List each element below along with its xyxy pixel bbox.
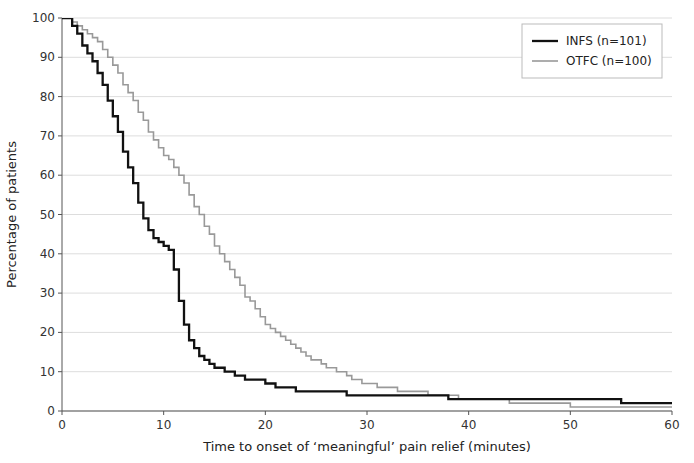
- grid-line: [62, 214, 672, 215]
- x-tick: [367, 411, 368, 415]
- legend-box: [522, 24, 662, 78]
- grid-line: [62, 371, 672, 372]
- y-tick: [58, 175, 62, 176]
- x-tick: [163, 411, 164, 415]
- y-tick: [58, 253, 62, 254]
- grid-line: [62, 18, 672, 19]
- grid-line: [62, 175, 672, 176]
- x-tick-label: 60: [664, 418, 679, 432]
- y-tick-label: 30: [40, 286, 55, 300]
- y-tick: [58, 96, 62, 97]
- legend-swatch: [532, 60, 558, 62]
- x-tick: [265, 411, 266, 415]
- y-tick: [58, 18, 62, 19]
- x-tick-label: 30: [359, 418, 374, 432]
- step-line: [62, 18, 672, 403]
- y-tick: [58, 371, 62, 372]
- legend-swatch: [532, 40, 558, 42]
- y-tick-label: 40: [40, 247, 55, 261]
- y-tick: [58, 57, 62, 58]
- data-area: [62, 18, 672, 407]
- y-tick-label: 60: [40, 168, 55, 182]
- y-tick-label: 90: [40, 50, 55, 64]
- grid-line: [62, 253, 672, 254]
- grid-line: [62, 293, 672, 294]
- y-tick-label: 20: [40, 325, 55, 339]
- x-tick-label: 40: [461, 418, 476, 432]
- y-tick: [58, 293, 62, 294]
- x-tick-label: 10: [156, 418, 171, 432]
- legend-label: INFS (n=101): [566, 34, 647, 48]
- x-tick: [570, 411, 571, 415]
- y-tick-label: 100: [32, 11, 55, 25]
- y-tick: [58, 135, 62, 136]
- legend: INFS (n=101) OTFC (n=100): [522, 24, 662, 78]
- y-tick-label: 50: [40, 208, 55, 222]
- x-tick-label: 20: [258, 418, 273, 432]
- x-tick-label: 50: [563, 418, 578, 432]
- x-axis-line: [62, 411, 672, 412]
- x-tick: [468, 411, 469, 415]
- axes: 0 10 20 30 40 50 60 70 80 90 100 0 10 20 30 40 50 60: [32, 11, 680, 432]
- grid-line: [62, 96, 672, 97]
- grid: [62, 18, 672, 411]
- y-axis-line: [62, 18, 63, 411]
- grid-line: [62, 411, 672, 412]
- x-tick-label: 0: [58, 418, 66, 432]
- x-axis-label: Time to onset of ‘meaningful’ pain relie…: [202, 439, 531, 454]
- y-tick-label: 0: [47, 404, 55, 418]
- y-tick-label: 80: [40, 90, 55, 104]
- chart: 0 10 20 30 40 50 60 70 80 90 100 0 10 20 30 40 50 60 Time …: [0, 0, 694, 463]
- y-axis-label: Percentage of patients: [4, 141, 19, 288]
- y-tick-label: 10: [40, 365, 55, 379]
- x-tick: [672, 411, 673, 415]
- legend-label: OTFC (n=100): [566, 54, 652, 68]
- y-tick: [58, 214, 62, 215]
- y-tick-label: 70: [40, 129, 55, 143]
- y-tick: [58, 411, 62, 412]
- step-line: [62, 18, 672, 407]
- x-tick: [62, 411, 63, 415]
- grid-line: [62, 332, 672, 333]
- y-tick: [58, 332, 62, 333]
